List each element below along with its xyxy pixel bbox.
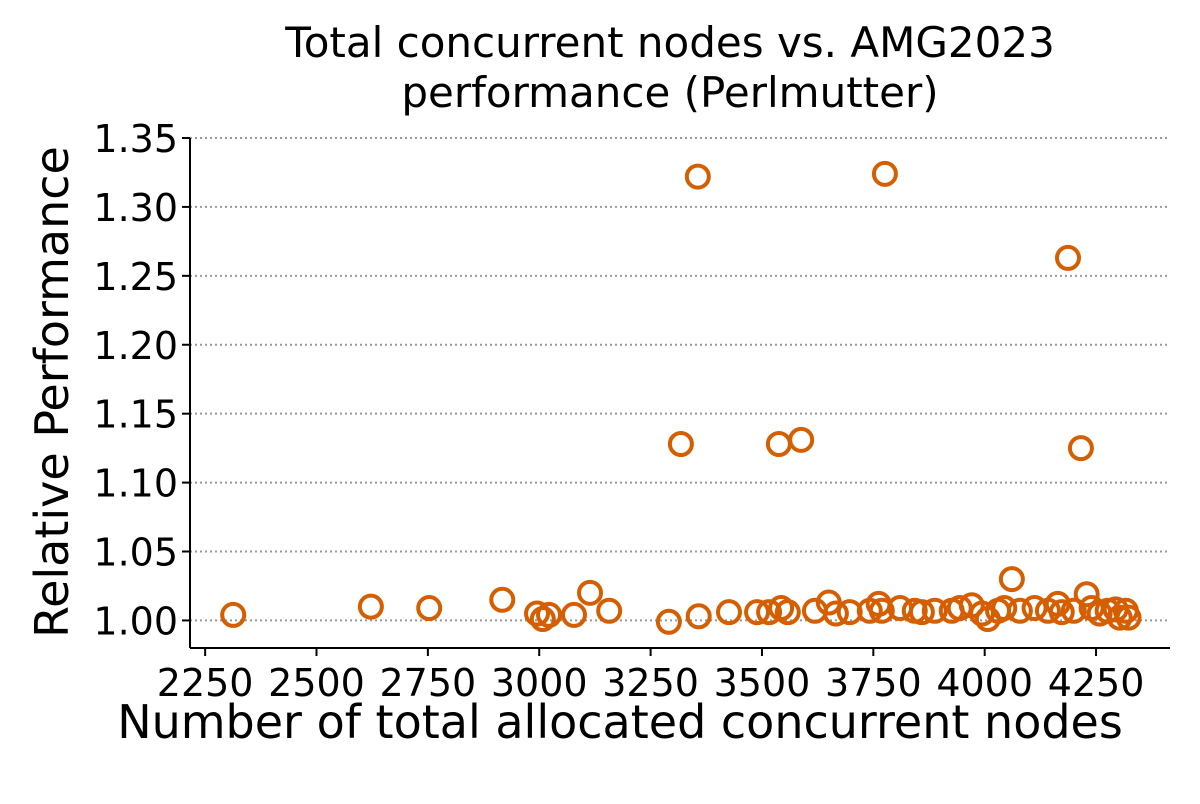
point — [908, 599, 935, 626]
x-tick-label: 2750 — [380, 661, 477, 705]
x-tick-label: 3500 — [714, 661, 811, 705]
point — [822, 600, 849, 627]
point — [684, 163, 711, 190]
point — [560, 601, 587, 628]
point — [685, 603, 712, 630]
point — [1067, 435, 1094, 462]
point — [596, 597, 623, 624]
x-axis-label: Number of total allocated concurrent nod… — [117, 695, 1123, 749]
point — [667, 431, 694, 457]
y-tick-label: 1.20 — [93, 324, 178, 368]
y-tick-label: 1.35 — [93, 117, 178, 161]
point — [716, 599, 742, 626]
point — [577, 579, 604, 606]
point — [868, 597, 895, 624]
chart-title: Total concurrent nodes vs. AMG2023 perfo… — [285, 18, 1055, 117]
point — [744, 599, 771, 626]
x-tick-label: 4000 — [936, 661, 1033, 705]
x-tick-label: 2250 — [157, 661, 254, 705]
y-tick-label: 1.15 — [93, 393, 178, 437]
point — [1073, 581, 1100, 608]
y-tick-label: 1.05 — [93, 531, 178, 575]
x-tick-label: 4250 — [1048, 661, 1145, 705]
point — [765, 431, 792, 457]
point — [998, 566, 1025, 593]
point — [1106, 604, 1133, 631]
point — [921, 597, 948, 624]
y-tick-label: 1.00 — [93, 599, 178, 643]
y-tick-label: 1.30 — [93, 186, 178, 230]
x-tick-label: 3000 — [491, 661, 588, 705]
y-tick-label: 1.10 — [93, 462, 178, 506]
point — [220, 601, 247, 628]
y-axis-label: Relative Performance — [25, 146, 79, 638]
point — [524, 600, 551, 627]
point — [489, 586, 516, 613]
point — [357, 593, 384, 620]
point — [788, 426, 815, 453]
point — [1048, 599, 1075, 626]
y-tick-label: 1.25 — [93, 255, 178, 299]
point — [1054, 244, 1081, 271]
x-tick-label: 2500 — [268, 661, 365, 705]
point — [1115, 604, 1142, 631]
point — [1060, 597, 1087, 624]
point — [536, 601, 563, 628]
point — [1006, 597, 1033, 624]
point — [774, 599, 801, 626]
point — [871, 160, 898, 187]
point — [416, 595, 443, 622]
point — [756, 599, 783, 626]
x-tick-label: 3250 — [602, 661, 699, 705]
x-tick-label: 3750 — [825, 661, 922, 705]
point — [991, 595, 1018, 622]
point — [655, 608, 682, 635]
